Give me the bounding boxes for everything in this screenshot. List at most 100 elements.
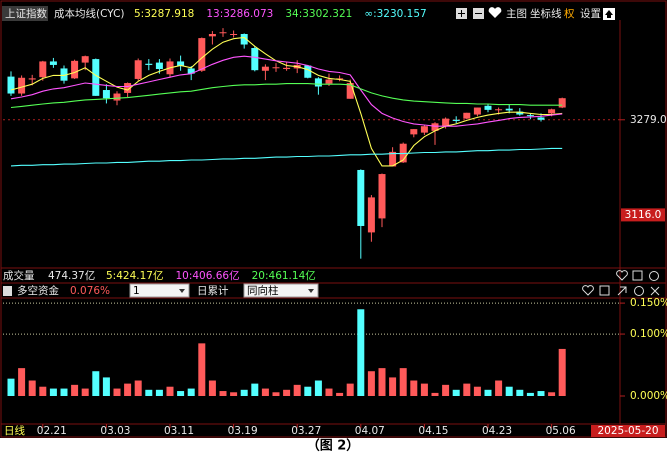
fund-bar — [71, 384, 79, 396]
fund-bar — [134, 380, 142, 396]
frame — [0, 0, 667, 438]
candle-body — [452, 119, 460, 121]
candle-body — [346, 83, 354, 99]
candle-body — [230, 34, 238, 36]
cursor-price: 3116.0 — [625, 209, 662, 221]
fund-bar — [463, 383, 471, 396]
candle-body — [304, 65, 312, 78]
icon[interactable] — [616, 270, 628, 281]
cost-line — [10, 83, 563, 109]
candle-body — [420, 126, 428, 133]
cost-line — [10, 147, 563, 167]
fund-bar — [251, 383, 259, 396]
fund-bar — [452, 389, 460, 396]
candle-body — [187, 68, 195, 74]
icon[interactable] — [582, 285, 594, 296]
candle-body — [145, 63, 153, 65]
fund-bar — [505, 386, 513, 396]
fund-bar — [293, 384, 301, 396]
candle-body — [39, 61, 47, 78]
select-value[interactable]: 同向柱 — [247, 284, 279, 297]
icon[interactable] — [634, 286, 644, 296]
select[interactable] — [243, 283, 319, 298]
candle-body — [208, 34, 216, 37]
symbol-tab[interactable] — [2, 6, 48, 21]
period-label[interactable]: 日线 — [4, 424, 25, 437]
cursor-date-box — [591, 425, 665, 437]
favorite-button[interactable] — [488, 7, 502, 18]
fund-bar — [283, 389, 291, 396]
fund-bar — [28, 380, 36, 396]
fund-bar — [357, 309, 365, 396]
toolbar-button[interactable]: 坐标线 — [530, 7, 562, 20]
caption: （图 2） — [307, 438, 360, 454]
candle-body — [357, 169, 365, 226]
icon — [179, 289, 185, 293]
candle-body — [240, 34, 248, 45]
fund-bar — [102, 377, 110, 396]
candle-body — [198, 38, 206, 71]
fund-bar — [420, 383, 428, 396]
fund-bar — [314, 380, 322, 396]
x-tick-label: 03.27 — [291, 425, 321, 437]
background — [0, 0, 667, 438]
x-tick-label: 04.23 — [482, 425, 512, 437]
candle-body — [495, 109, 503, 111]
y-tick-label: 0.100% — [630, 328, 667, 340]
volume-average: 5:424.17亿 — [106, 269, 163, 282]
fund-bar — [230, 392, 238, 396]
cost-line — [10, 55, 563, 127]
icon[interactable] — [617, 286, 627, 296]
candle-body — [548, 109, 556, 114]
icon[interactable] — [650, 286, 660, 296]
x-tick-label: 03.03 — [100, 425, 130, 437]
cursor-price-box — [621, 208, 665, 222]
fund-bar — [272, 392, 280, 396]
toolbar-button[interactable]: 权 — [564, 7, 575, 20]
icon[interactable] — [599, 285, 610, 296]
candle-body — [102, 90, 110, 99]
candle-body — [134, 60, 142, 79]
fund-bar — [18, 368, 26, 396]
fund-bar — [166, 386, 174, 396]
fund-bar — [367, 371, 375, 396]
volume-total: 474.37亿 — [48, 269, 95, 282]
toolbar-button[interactable]: 主图 — [506, 8, 527, 20]
fund-bar — [155, 389, 163, 396]
candle-body — [92, 59, 100, 96]
icon[interactable] — [632, 270, 643, 281]
candle-body — [558, 98, 566, 108]
symbol[interactable]: 上证指数 — [5, 7, 47, 20]
toolbar-button[interactable]: 设置 — [580, 8, 601, 20]
volume-average: 20:461.14亿 — [252, 269, 316, 282]
icon — [605, 10, 613, 18]
legend-entry: 5:3287.918 — [134, 8, 194, 20]
cost-line — [10, 36, 563, 167]
y-tick-label: 3279.0 — [630, 114, 667, 126]
fund-bar — [431, 392, 439, 396]
pane-icons — [582, 285, 660, 296]
candle-body — [410, 129, 418, 135]
indicator-name[interactable]: 成本均线(CYC) — [54, 7, 125, 20]
fund-bar — [537, 391, 545, 396]
candle-body — [251, 48, 259, 71]
candle-body — [378, 174, 386, 219]
select-value[interactable]: 1 — [133, 285, 140, 297]
fund-bar — [484, 389, 492, 396]
fund-bar — [60, 388, 68, 396]
fund-bar — [177, 391, 185, 396]
candle-body — [484, 105, 492, 110]
help-icon[interactable] — [3, 286, 12, 296]
select[interactable] — [129, 283, 190, 298]
x-tick-label: 03.19 — [228, 425, 258, 437]
icon[interactable] — [649, 271, 659, 281]
fund-bar — [378, 368, 386, 396]
legend-entry: 13:3286.073 — [206, 8, 273, 20]
candle-body — [399, 143, 407, 163]
fund-bar — [261, 388, 269, 396]
x-tick-label: 04.15 — [418, 425, 448, 437]
fund-bar — [187, 388, 195, 396]
fund-bar — [495, 380, 503, 396]
candle-body — [18, 77, 26, 94]
candle-body — [537, 117, 545, 120]
